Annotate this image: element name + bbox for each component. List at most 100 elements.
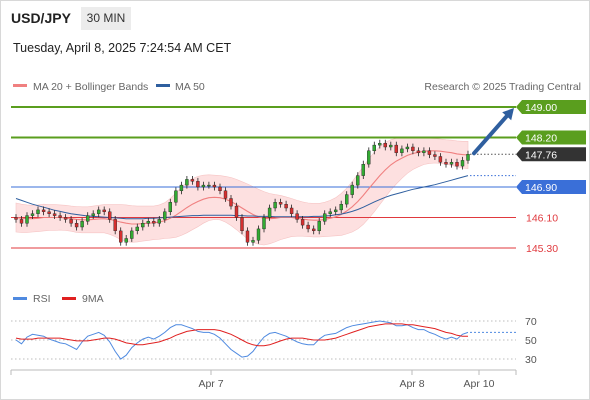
rsi-tick-label-70: 70 bbox=[525, 316, 537, 328]
candle-body bbox=[196, 181, 200, 188]
candle-body bbox=[433, 154, 437, 157]
candle-body bbox=[179, 184, 184, 192]
candle-body bbox=[212, 184, 217, 188]
candle-body bbox=[416, 150, 421, 153]
rsi-legend-label: RSI bbox=[33, 293, 51, 305]
candle-body bbox=[317, 221, 321, 232]
candle-body bbox=[267, 207, 272, 218]
candle-body bbox=[323, 213, 327, 222]
candle-body bbox=[278, 202, 283, 205]
candle-body bbox=[19, 219, 24, 224]
candle-body bbox=[240, 217, 244, 232]
candle-body bbox=[157, 219, 162, 224]
candle-body bbox=[85, 215, 90, 222]
candle-body bbox=[30, 213, 35, 216]
candle-body bbox=[372, 144, 376, 152]
timestamp-label: Tuesday, April 8, 2025 7:24:54 AM CET bbox=[13, 41, 232, 55]
candle-body bbox=[36, 209, 40, 214]
candle-body bbox=[466, 154, 470, 161]
candle-body bbox=[328, 211, 332, 214]
rsi-tick-label-30: 30 bbox=[525, 354, 537, 366]
candle-body bbox=[113, 219, 117, 231]
bollinger-band-area bbox=[15, 137, 469, 246]
target-arrow-head bbox=[502, 108, 514, 121]
candle-body bbox=[405, 146, 410, 150]
candle-body bbox=[394, 144, 398, 153]
candle-body bbox=[168, 202, 173, 213]
candle-body bbox=[207, 184, 211, 187]
target-arrow-shaft bbox=[472, 114, 509, 156]
x-tick-label-1: Apr 8 bbox=[399, 378, 424, 390]
candle-body bbox=[107, 211, 112, 220]
level-label-148-20: 148.20 bbox=[525, 133, 557, 145]
candle-body bbox=[69, 219, 73, 224]
ma9-legend-label: 9MA bbox=[82, 293, 104, 305]
candle-body bbox=[334, 209, 338, 212]
candle-body bbox=[41, 209, 46, 212]
candle-body bbox=[229, 198, 233, 207]
candle-body bbox=[190, 179, 195, 182]
level-label-146-90: 146.90 bbox=[525, 182, 557, 194]
ma50-legend-label: MA 50 bbox=[175, 81, 205, 93]
candle-body bbox=[422, 150, 426, 153]
candle-body bbox=[52, 213, 57, 216]
candle-body bbox=[449, 162, 454, 165]
ma50-legend-swatch bbox=[156, 84, 170, 87]
candle-body bbox=[201, 184, 206, 188]
ma20-legend-swatch bbox=[13, 84, 27, 87]
candle-body bbox=[118, 230, 123, 243]
candle-body bbox=[345, 194, 349, 205]
candle-body bbox=[152, 221, 156, 224]
candle-body bbox=[306, 224, 310, 230]
candle-body bbox=[256, 228, 261, 241]
candle-body bbox=[234, 205, 239, 218]
candle-body bbox=[96, 209, 101, 214]
candle-body bbox=[389, 144, 393, 148]
candle-body bbox=[444, 162, 448, 165]
level-tag-149-00 bbox=[516, 100, 586, 114]
candle-body bbox=[74, 222, 79, 228]
candle-body bbox=[14, 217, 18, 220]
candle-body bbox=[135, 226, 140, 231]
candle-body bbox=[102, 209, 106, 212]
candle-body bbox=[223, 190, 228, 199]
candle-body bbox=[58, 215, 62, 218]
candle-body bbox=[218, 186, 222, 191]
candles bbox=[14, 139, 470, 246]
candle-body bbox=[438, 156, 443, 163]
ma20-legend-label: MA 20 + Bollinger Bands bbox=[33, 81, 148, 93]
level-label-146-10: 146.10 bbox=[526, 213, 558, 225]
rsi-legend-swatch bbox=[13, 297, 27, 300]
rsi-tick-label-50: 50 bbox=[525, 335, 537, 347]
candle-body bbox=[251, 240, 255, 243]
level-label-149-00: 149.00 bbox=[525, 102, 557, 114]
candle-body bbox=[262, 217, 266, 230]
level-label-145-30: 145.30 bbox=[526, 243, 558, 255]
level-tag-148-20 bbox=[516, 130, 586, 145]
ma9-legend-swatch bbox=[62, 297, 76, 300]
candle-body bbox=[284, 203, 288, 209]
candle-body bbox=[361, 163, 365, 176]
candle-body bbox=[383, 142, 387, 148]
rsi-panel: 70 50 30 bbox=[11, 316, 537, 366]
candle-body bbox=[339, 203, 343, 211]
candle-body bbox=[25, 215, 29, 224]
x-tick-label-2: Apr 10 bbox=[464, 378, 495, 390]
candle-body bbox=[146, 221, 151, 224]
candle-body bbox=[455, 162, 459, 167]
candle-body bbox=[289, 207, 294, 214]
candle-body bbox=[356, 175, 360, 186]
timeframe-button[interactable]: 30 MIN bbox=[81, 7, 131, 30]
candle-body bbox=[124, 238, 128, 243]
candle-body bbox=[130, 230, 134, 239]
candle-body bbox=[427, 150, 432, 155]
candle-body bbox=[63, 217, 68, 220]
x-axis: Apr 7 Apr 8 Apr 10 bbox=[10, 370, 517, 390]
last-price-label: 147.76 bbox=[525, 149, 557, 161]
candle-body bbox=[295, 213, 299, 220]
candle-body bbox=[460, 160, 465, 167]
candle-body bbox=[411, 146, 415, 151]
ma20-line bbox=[15, 150, 469, 225]
candle-body bbox=[378, 142, 382, 146]
